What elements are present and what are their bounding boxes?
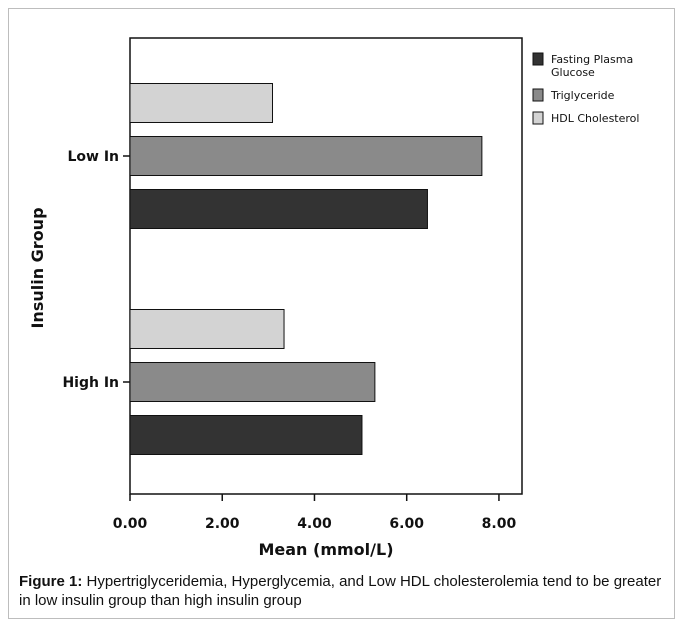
bar-chart: High In Low In 0.00 2.00 4.00 6.00 8.00 Fasti… xyxy=(28,37,639,559)
bars-group xyxy=(129,83,483,455)
y-axis-ticks: High In Low In xyxy=(62,149,130,391)
bar-high-in-fasting-plasma-glucose xyxy=(129,415,363,455)
caption-label: Figure 1: xyxy=(19,573,83,590)
legend-label-hdl-cholesterol: HDL Cholesterol xyxy=(551,112,639,125)
legend-label-triglyceride: Triglyceride xyxy=(550,89,615,102)
x-tick-label: 2.00 xyxy=(205,516,240,532)
y-axis-title: Insulin Group xyxy=(28,207,47,328)
bar-low-in-fasting-plasma-glucose xyxy=(129,189,428,229)
x-tick-label: 6.00 xyxy=(389,516,424,532)
x-tick-label: 0.00 xyxy=(113,516,148,532)
legend: Fasting Plasma Glucose Triglyceride HDL Cho… xyxy=(532,52,639,125)
legend-swatch-hdl-cholesterol xyxy=(532,111,544,125)
y-tick-label-high-in: High In xyxy=(62,375,119,391)
legend-swatch-fasting-plasma-glucose xyxy=(532,52,544,66)
bar-low-in-triglyceride xyxy=(129,136,483,176)
x-tick-label: 4.00 xyxy=(297,516,332,532)
x-tick-label: 8.00 xyxy=(482,516,517,532)
bar-low-in-hdl-cholesterol xyxy=(129,83,274,123)
y-tick-label-low-in: Low In xyxy=(67,149,119,165)
bar-high-in-triglyceride xyxy=(129,362,376,402)
bar-high-in-hdl-cholesterol xyxy=(129,309,285,349)
figure-caption: Figure 1: Hypertriglyceridemia, Hypergly… xyxy=(19,572,669,610)
x-axis-title: Mean (mmol/L) xyxy=(258,540,393,559)
legend-swatch-triglyceride xyxy=(532,88,544,102)
legend-label-fasting-plasma-glucose: Fasting Plasma Glucose xyxy=(551,53,633,79)
caption-text: Hypertriglyceridemia, Hyperglycemia, and… xyxy=(19,573,662,609)
x-axis-ticks: 0.00 2.00 4.00 6.00 8.00 xyxy=(113,494,517,532)
